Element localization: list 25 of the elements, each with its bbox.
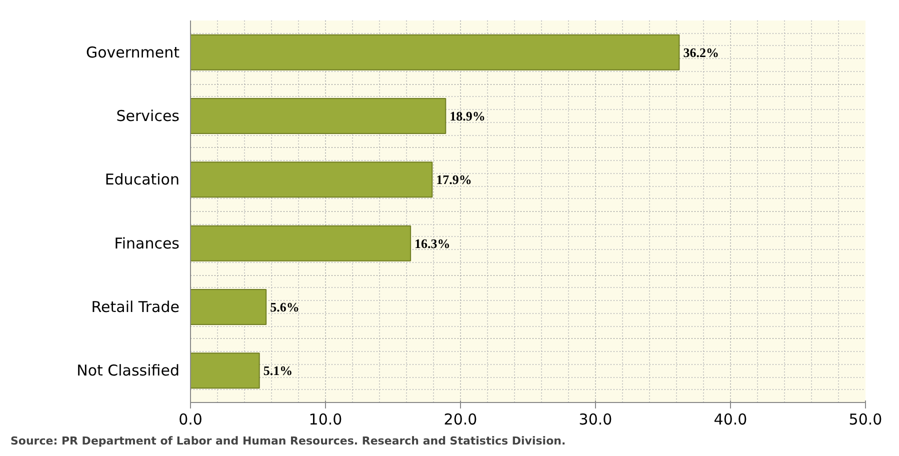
x-tick-label: 0.0 [178,410,202,428]
bar [190,225,412,262]
x-tick-label: 40.0 [714,410,748,428]
x-tick-label: 10.0 [308,410,342,428]
y-tick-label: Services [116,107,180,125]
data-label: 5.6% [270,300,300,314]
y-tick-label: Education [104,170,180,189]
data-label: 5.1% [263,363,293,378]
data-label: 18.9% [450,108,486,124]
bar [190,352,260,389]
y-tick-label: Not Classified [76,362,180,380]
data-label: 16.3% [414,236,450,251]
y-tick-label: Retail Trade [91,298,180,316]
bar [190,162,433,198]
x-tick-label: 20.0 [444,410,478,428]
y-tick-label: Government [86,43,180,62]
data-label: 17.9% [436,172,472,188]
x-tick-label: 30.0 [578,410,612,428]
x-tick-label: 50.0 [848,410,882,428]
y-tick-label: Finances [114,234,180,252]
bar [190,98,446,134]
bar [190,34,680,70]
bar [190,288,267,326]
data-label: 36.2% [683,44,719,60]
source-note: Source: PR Department of Labor and Human Resources. Research and Statistics Division. [10,434,566,448]
